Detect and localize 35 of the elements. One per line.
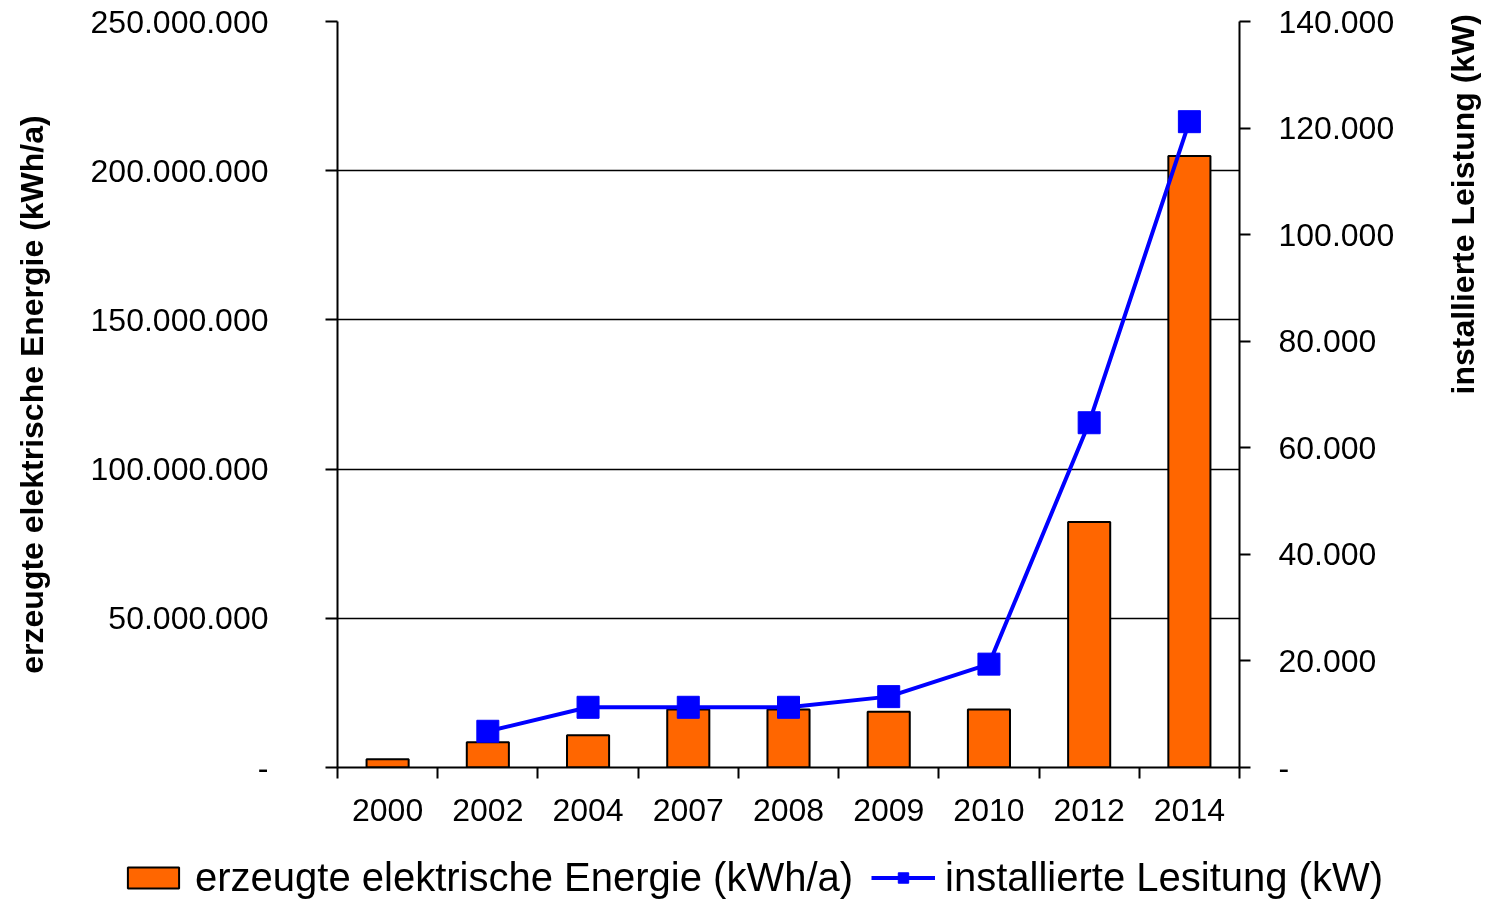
y2-tick-label: 20.000 bbox=[1278, 642, 1377, 679]
point bbox=[576, 695, 600, 719]
y-tick-label: 100.000.000 bbox=[90, 451, 269, 488]
x-tick-label: 2009 bbox=[853, 791, 925, 828]
y-tick-label: 150.000.000 bbox=[90, 301, 269, 338]
x-tick-label: 2012 bbox=[1053, 791, 1125, 828]
x-tick-label: 2000 bbox=[352, 791, 424, 828]
x-tick-label: 2004 bbox=[552, 791, 624, 828]
y2-tick-label: 120.000 bbox=[1278, 110, 1395, 147]
x-tick-label: 2007 bbox=[652, 791, 724, 828]
y2-tick-label: 80.000 bbox=[1278, 323, 1377, 360]
x-tick-label: 2008 bbox=[752, 791, 825, 828]
x-tick-label: 2014 bbox=[1153, 791, 1225, 828]
y-tick-label: 50.000.000 bbox=[108, 600, 269, 637]
y-tick-label: 200.000.000 bbox=[90, 152, 269, 189]
point bbox=[1077, 411, 1101, 435]
y-tick-label: 250.000.000 bbox=[90, 3, 269, 40]
x-tick-label: 2010 bbox=[953, 791, 1025, 828]
legend-label: erzeugte elektrische Energie (kWh/a) bbox=[194, 854, 854, 900]
y2-tick-label: - bbox=[1278, 749, 1290, 786]
legend-label: installierte Lesitung (kW) bbox=[945, 854, 1384, 900]
y2-tick-label: 40.000 bbox=[1278, 536, 1377, 573]
x-tick-label: 2002 bbox=[452, 791, 524, 828]
point bbox=[476, 719, 500, 743]
point bbox=[977, 652, 1001, 676]
y2-axis-title: installierte Leistung (kW) bbox=[1445, 14, 1482, 395]
point bbox=[777, 695, 800, 719]
y-tick-label: - bbox=[257, 749, 269, 786]
y2-tick-label: 140.000 bbox=[1278, 3, 1395, 40]
point bbox=[877, 685, 901, 709]
point bbox=[676, 695, 700, 719]
point bbox=[1177, 110, 1201, 134]
y-axis-title: erzeugte elektrische Energie (kWh/a) bbox=[13, 115, 50, 674]
y2-tick-label: 60.000 bbox=[1278, 429, 1377, 466]
y2-tick-label: 100.000 bbox=[1278, 216, 1395, 253]
